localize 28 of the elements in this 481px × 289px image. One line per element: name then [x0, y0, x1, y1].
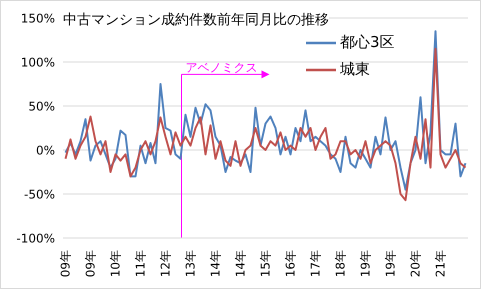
x-tick-label: 20年: [408, 250, 422, 278]
x-tick-label: 09年: [84, 250, 98, 278]
y-tick-label: 150%: [20, 11, 55, 26]
x-tick-label: 13年: [184, 250, 198, 278]
x-tick-label: 12年: [158, 250, 172, 278]
y-tick-label: 100%: [20, 55, 55, 70]
y-tick-label: 0%: [36, 143, 55, 158]
y-tick-label: -50%: [24, 187, 55, 202]
legend-label: 城東: [340, 60, 370, 79]
x-tick-label: 14年: [208, 250, 222, 278]
y-tick-label: -100%: [16, 231, 55, 246]
annotation: アベノミクス: [186, 60, 258, 74]
chart-title: 中古マンション成約件数前年同月比の推移: [63, 11, 329, 29]
x-tick-label: 09年: [58, 250, 72, 278]
x-tick-label: 19年: [358, 250, 372, 278]
x-tick-label: 16年: [284, 250, 298, 278]
line-series: [64, 30, 466, 191]
x-tick-label: 10年: [108, 250, 122, 278]
x-tick-label: 11年: [134, 250, 148, 278]
x-tick-label: 18年: [334, 250, 348, 278]
x-tick-label: 15年: [258, 250, 272, 278]
x-tick-label: 17年: [308, 250, 322, 278]
x-tick-label: 19年: [384, 250, 398, 278]
y-tick-label: 50%: [28, 99, 55, 114]
x-tick-label: 21年: [434, 250, 448, 278]
x-tick-label: 14年: [234, 250, 248, 278]
legend-label: 都心3区: [340, 33, 395, 52]
line-series: [64, 48, 466, 202]
